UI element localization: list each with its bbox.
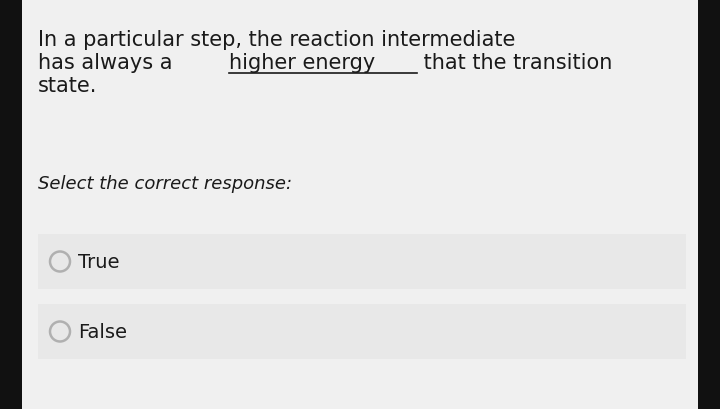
- FancyBboxPatch shape: [38, 304, 686, 359]
- Text: has always a: has always a: [38, 53, 186, 73]
- Text: higher energy: higher energy: [229, 53, 375, 73]
- Text: that the transition: that the transition: [418, 53, 613, 73]
- FancyBboxPatch shape: [0, 0, 22, 409]
- FancyBboxPatch shape: [698, 0, 720, 409]
- Text: Select the correct response:: Select the correct response:: [38, 175, 292, 193]
- FancyBboxPatch shape: [38, 234, 686, 289]
- Text: In a particular step, the reaction intermediate: In a particular step, the reaction inter…: [38, 30, 516, 50]
- Text: False: False: [78, 322, 127, 341]
- Text: state.: state.: [38, 76, 97, 96]
- Text: True: True: [78, 252, 120, 271]
